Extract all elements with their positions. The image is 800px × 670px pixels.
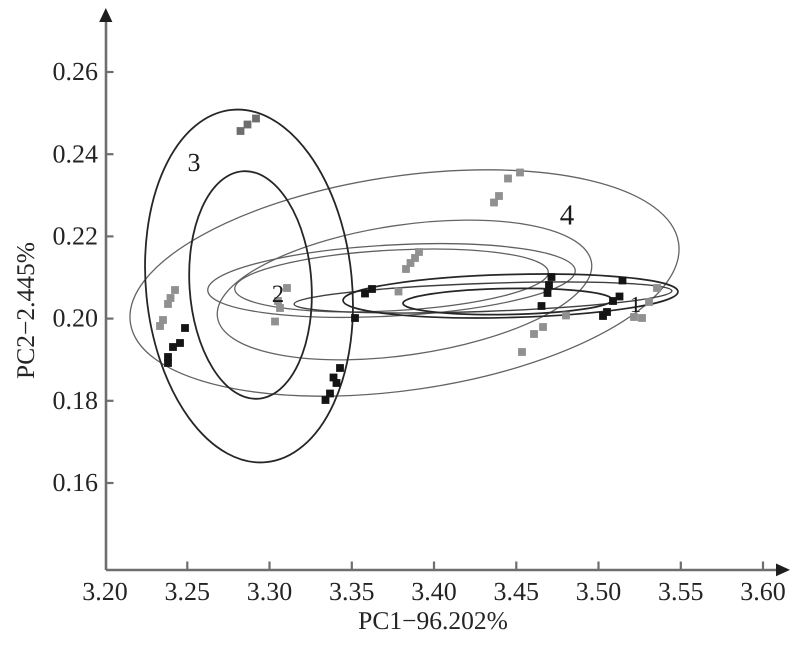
svg-text:PC1−96.202%: PC1−96.202% <box>358 606 508 635</box>
svg-text:3.20: 3.20 <box>82 577 128 606</box>
svg-text:0.24: 0.24 <box>53 139 99 168</box>
svg-text:3.60: 3.60 <box>740 577 786 606</box>
svg-text:3.55: 3.55 <box>658 577 704 606</box>
svg-text:PC2−2.445%: PC2−2.445% <box>11 242 40 379</box>
svg-text:4: 4 <box>560 200 575 232</box>
svg-text:0.16: 0.16 <box>53 468 99 497</box>
svg-text:3: 3 <box>188 148 201 177</box>
svg-text:0.20: 0.20 <box>53 304 99 333</box>
svg-text:3.25: 3.25 <box>165 577 211 606</box>
svg-text:3.30: 3.30 <box>247 577 293 606</box>
svg-text:3.45: 3.45 <box>494 577 540 606</box>
svg-text:3.35: 3.35 <box>329 577 375 606</box>
svg-text:2: 2 <box>272 281 285 308</box>
svg-text:3.40: 3.40 <box>411 577 457 606</box>
svg-text:0.18: 0.18 <box>53 386 99 415</box>
svg-text:3.50: 3.50 <box>576 577 622 606</box>
svg-text:1: 1 <box>630 292 642 317</box>
svg-text:0.26: 0.26 <box>53 57 99 86</box>
svg-text:0.22: 0.22 <box>53 222 99 251</box>
